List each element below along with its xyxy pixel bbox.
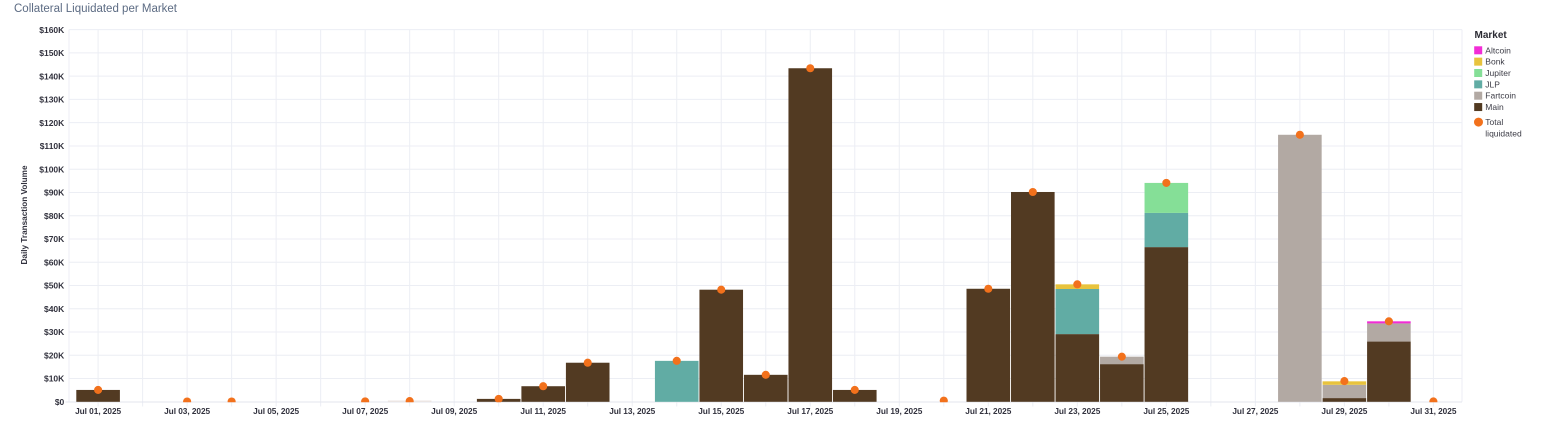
svg-text:$90K: $90K: [44, 188, 65, 198]
svg-text:Altcoin: Altcoin: [1485, 45, 1511, 55]
svg-text:Jul 17, 2025: Jul 17, 2025: [787, 406, 833, 416]
svg-text:Jul 13, 2025: Jul 13, 2025: [609, 406, 655, 416]
svg-text:$20K: $20K: [44, 350, 65, 360]
svg-text:Main: Main: [1485, 102, 1504, 112]
svg-text:Market: Market: [1475, 30, 1508, 41]
svg-text:$0: $0: [55, 397, 65, 407]
svg-text:$30K: $30K: [44, 327, 65, 337]
svg-text:Jul 21, 2025: Jul 21, 2025: [965, 406, 1011, 416]
svg-text:$40K: $40K: [44, 304, 65, 314]
svg-text:Jupiter: Jupiter: [1485, 68, 1511, 78]
svg-text:Collateral Liquidated per Mark: Collateral Liquidated per Market: [14, 3, 178, 15]
svg-text:Fartcoin: Fartcoin: [1485, 91, 1516, 101]
svg-text:Jul 23, 2025: Jul 23, 2025: [1054, 406, 1100, 416]
svg-text:Bonk: Bonk: [1485, 57, 1505, 67]
svg-text:Daily Transaction Volume: Daily Transaction Volume: [20, 165, 29, 264]
svg-text:Jul 29, 2025: Jul 29, 2025: [1321, 406, 1367, 416]
svg-text:Jul 09, 2025: Jul 09, 2025: [431, 406, 477, 416]
svg-text:Jul 19, 2025: Jul 19, 2025: [876, 406, 922, 416]
svg-text:Jul 05, 2025: Jul 05, 2025: [253, 406, 299, 416]
svg-text:$110K: $110K: [40, 141, 65, 151]
svg-text:Jul 03, 2025: Jul 03, 2025: [164, 406, 210, 416]
svg-text:Jul 25, 2025: Jul 25, 2025: [1143, 406, 1189, 416]
svg-text:Jul 15, 2025: Jul 15, 2025: [698, 406, 744, 416]
svg-text:$140K: $140K: [39, 71, 65, 81]
svg-text:$120K: $120K: [39, 118, 65, 128]
svg-text:Jul 27, 2025: Jul 27, 2025: [1232, 406, 1278, 416]
svg-text:Jul 11, 2025: Jul 11, 2025: [520, 406, 566, 416]
svg-text:Jul 07, 2025: Jul 07, 2025: [342, 406, 388, 416]
svg-text:Jul 31, 2025: Jul 31, 2025: [1410, 406, 1456, 416]
svg-text:JLP: JLP: [1485, 79, 1500, 89]
svg-text:$50K: $50K: [44, 281, 65, 291]
svg-text:$160K: $160K: [39, 25, 65, 35]
svg-text:liquidated: liquidated: [1485, 128, 1522, 138]
svg-text:$80K: $80K: [44, 211, 65, 221]
svg-text:$100K: $100K: [39, 164, 65, 174]
svg-text:$60K: $60K: [44, 257, 65, 267]
svg-text:Jul 01, 2025: Jul 01, 2025: [75, 406, 121, 416]
svg-text:Total: Total: [1485, 117, 1503, 127]
svg-text:$150K: $150K: [39, 48, 65, 58]
svg-text:$70K: $70K: [44, 234, 65, 244]
svg-text:$10K: $10K: [44, 374, 65, 384]
svg-text:$130K: $130K: [39, 95, 65, 105]
